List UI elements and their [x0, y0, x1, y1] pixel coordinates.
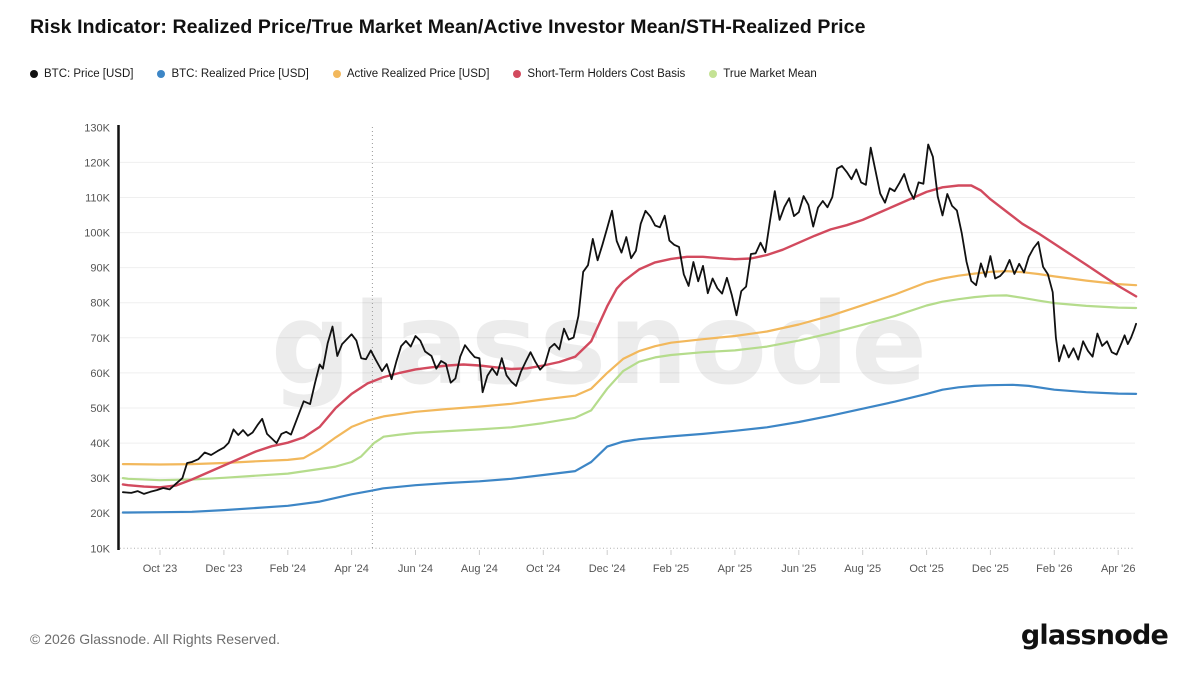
series-line-btc-realized-price-usd [121, 383, 1138, 514]
y-tick-label: 50K [90, 403, 110, 415]
glassnode-watermark: glassnode [271, 280, 929, 410]
legend-label: True Market Mean [723, 68, 817, 80]
y-tick-label: 60K [90, 368, 110, 380]
x-tick-label: Feb '26 [1036, 563, 1072, 575]
legend-label: Short-Term Holders Cost Basis [527, 68, 686, 80]
glassnode-logo: glassnode [1020, 620, 1169, 651]
legend-dot-icon [157, 70, 166, 78]
x-tick-label: Apr '25 [718, 563, 753, 575]
x-tick-label: Jun '24 [398, 563, 433, 575]
y-tick-label: 40K [90, 438, 110, 450]
chart-legend: BTC: Price [USD] BTC: Realized Price [USD… [30, 68, 817, 80]
legend-label: BTC: Realized Price [USD] [171, 68, 309, 80]
series-line-btc-price-usd [122, 143, 1137, 495]
x-tick-label: Aug '24 [461, 563, 498, 575]
legend-dot-icon [332, 70, 341, 78]
x-tick-label: Dec '24 [589, 563, 626, 575]
copyright-text: © 2026 Glassnode. All Rights Reserved. [30, 631, 281, 647]
x-tick-label: Oct '25 [909, 563, 944, 575]
legend-item-true-market-mean[interactable]: True Market Mean [709, 68, 817, 80]
y-tick-label: 120K [84, 157, 110, 169]
y-tick-label: 10K [90, 543, 110, 555]
legend-label: Active Realized Price [USD] [346, 68, 490, 80]
page-title: Risk Indicator: Realized Price/True Mark… [30, 16, 866, 38]
x-tick-label: Dec '25 [972, 563, 1009, 575]
legend-dot-icon [709, 70, 718, 78]
x-tick-label: Jun '25 [781, 563, 816, 575]
y-tick-label: 110K [85, 193, 111, 205]
legend-item-btc-realized-price-usd[interactable]: BTC: Realized Price [USD] [157, 68, 309, 80]
y-tick-label: 90K [90, 263, 110, 275]
legend-item-active-realized-price-usd[interactable]: Active Realized Price [USD] [332, 68, 490, 80]
x-tick-label: Feb '25 [653, 563, 689, 575]
legend-dot-icon [30, 70, 38, 78]
legend-item-btc-price-usd[interactable]: BTC: Price [USD] [30, 68, 133, 80]
x-tick-label: Dec '23 [205, 563, 242, 575]
legend-label: BTC: Price [USD] [44, 68, 134, 80]
y-tick-label: 20K [90, 508, 110, 520]
x-tick-label: Oct '24 [526, 563, 561, 575]
series-line-active-realized-price-usd [121, 270, 1138, 466]
legend-item-short-term-holders-cost-basis[interactable]: Short-Term Holders Cost Basis [513, 68, 685, 80]
y-tick-label: 80K [90, 298, 110, 310]
legend-dot-icon [513, 70, 522, 78]
y-tick-label: 130K [84, 122, 110, 134]
x-tick-label: Apr '26 [1101, 563, 1136, 575]
x-tick-label: Aug '25 [844, 563, 881, 575]
x-tick-label: Apr '24 [334, 563, 369, 575]
x-tick-label: Feb '24 [270, 563, 306, 575]
y-tick-label: 70K [90, 333, 110, 345]
series-line-short-term-holders-cost-basis [121, 184, 1138, 489]
y-tick-label: 30K [90, 473, 110, 485]
y-tick-label: 100K [84, 228, 110, 240]
x-tick-label: Oct '23 [143, 563, 178, 575]
series-line-true-market-mean [121, 294, 1138, 482]
